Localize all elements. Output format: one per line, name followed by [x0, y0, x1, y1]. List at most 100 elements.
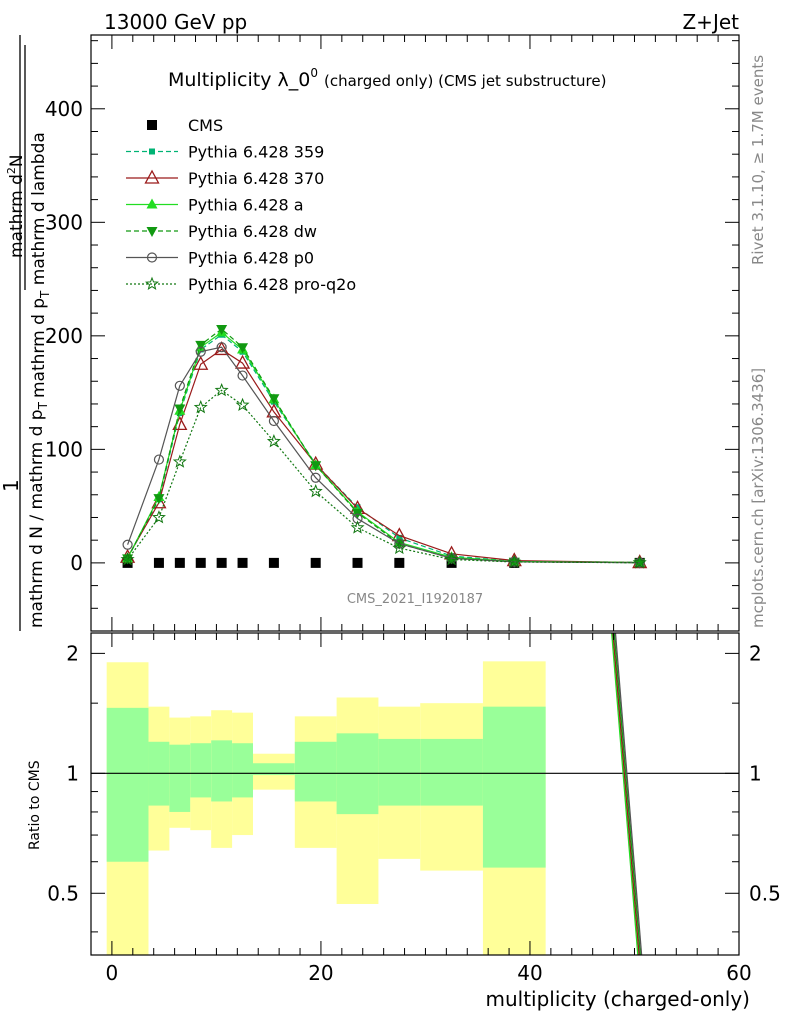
data-point	[352, 557, 363, 568]
ratio-line	[613, 632, 641, 956]
green-band	[169, 744, 191, 812]
ratio-y-tick-label: 2	[66, 641, 79, 665]
data-point	[193, 355, 209, 370]
data-point	[216, 342, 227, 353]
green-band	[420, 738, 483, 806]
rivet-version-label: Rivet 3.1.10, ≥ 1.7M events	[749, 55, 767, 265]
analysis-watermark: CMS_2021_I1920187	[347, 592, 483, 607]
ratio-plot-panel: 0.5 0.51 12 20 20 40 60 Ratio to CMS multiplic…	[27, 632, 781, 1011]
data-point	[216, 325, 228, 336]
data-point	[308, 484, 323, 498]
ratio-line	[612, 632, 640, 956]
legend-entry: CMS	[147, 116, 223, 135]
legend-marker	[149, 148, 155, 155]
header-right-label: Z+Jet	[682, 10, 739, 34]
data-point	[352, 513, 363, 524]
x-tick-label: 0	[106, 961, 119, 985]
data-point	[195, 340, 207, 351]
x-tick-label: 60	[726, 961, 751, 985]
legend-label: Pythia 6.428 p0	[188, 249, 314, 268]
svg-text:mathrm d2N: mathrm d2N	[5, 154, 27, 258]
legend-label: Pythia 6.428 pro-q2o	[188, 275, 356, 294]
mcplots-source-label: mcplots.cern.ch [arXiv:1306.3436]	[749, 368, 767, 628]
green-band	[253, 763, 295, 776]
data-point	[234, 354, 251, 369]
main-plot-panel: 0 100 200 300 400 CMS_2021_I1920187 Multipli…	[45, 34, 740, 632]
y-label-derivative-numerator-tail: N	[7, 154, 27, 167]
chart-title: Multiplicity λ_00 (charged only) (CMS jet…	[168, 66, 606, 91]
legend-entry: Pythia 6.428 dw	[126, 222, 317, 241]
legend-marker	[146, 198, 158, 209]
data-point	[266, 434, 281, 448]
ratio-series-lines	[611, 632, 643, 956]
data-point	[634, 557, 645, 568]
green-band	[294, 741, 337, 802]
data-point	[235, 397, 250, 412]
main-series-layer	[119, 325, 648, 569]
series-0	[122, 557, 645, 568]
legend-entry: Pythia 6.428 a	[126, 196, 304, 215]
svg-text:mathrm d N / mathrm d pT: mathrm d N / mathrm d pT	[27, 401, 50, 628]
x-tick-label: 20	[308, 961, 333, 985]
data-point	[216, 557, 227, 568]
data-point	[195, 346, 206, 357]
data-point	[268, 557, 279, 568]
ratio-axis-ticks: 0.5 0.51 12 20 20 40 60	[47, 633, 781, 985]
data-point	[310, 461, 322, 472]
legend-entry: Pythia 6.428 359	[126, 143, 324, 162]
data-point	[310, 472, 321, 483]
data-point	[174, 380, 185, 391]
chart-title-main: Multiplicity λ_0	[168, 69, 310, 91]
data-point	[153, 557, 164, 568]
ratio-y-tick-label-right: 2	[749, 641, 762, 665]
y-tick-label: 0	[70, 551, 83, 575]
data-point	[507, 554, 522, 568]
data-point	[268, 394, 280, 405]
series-3	[122, 326, 646, 567]
ratio-y-axis-label: Ratio to CMS	[27, 760, 43, 850]
ratio-y-tick-label-right: 0.5	[749, 881, 781, 905]
svg-text:mathrm d pT mathrm d lambda: mathrm d pT mathrm d lambda	[29, 132, 52, 398]
legend-marker	[144, 169, 160, 184]
data-point	[632, 555, 647, 569]
legend-entry: Pythia 6.428 370	[126, 169, 324, 188]
y-tick-label: 200	[45, 324, 83, 348]
y-label-derivative-denominator-sub: T	[38, 290, 52, 299]
y-tick-label: 300	[45, 210, 83, 234]
data-point	[237, 557, 248, 568]
legend-marker	[144, 276, 160, 290]
data-point	[195, 557, 206, 568]
y-label-derivative-denominator-tail: mathrm d lambda	[29, 132, 49, 290]
data-point	[174, 404, 186, 415]
data-point	[444, 552, 459, 566]
y-label-fraction-denominator-sub: T	[36, 401, 50, 410]
chart-title-suffix: (charged only) (CMS jet substructure)	[324, 72, 606, 90]
x-tick-label: 40	[517, 961, 542, 985]
ratio-uncertainty-bands	[91, 661, 739, 955]
legend-label: CMS	[188, 116, 223, 135]
main-y-axis-label: 1 mathrm d N / mathrm d pT mathrm d2N ma…	[0, 35, 52, 631]
ratio-y-tick-label-right: 1	[749, 761, 762, 785]
y-label-fraction-numerator: 1	[0, 479, 23, 492]
legend-entry: Pythia 6.428 pro-q2o	[126, 275, 356, 294]
data-point	[394, 557, 405, 568]
legend-marker	[147, 120, 157, 130]
x-axis-label: multiplicity (charged-only)	[485, 987, 750, 1011]
legend-marker	[146, 252, 158, 263]
y-label-fraction-denominator: mathrm d N / mathrm d p	[27, 409, 47, 628]
ratio-plot-frame	[90, 632, 740, 956]
legend-label: Pythia 6.428 359	[188, 143, 324, 162]
green-band	[106, 707, 149, 862]
data-point	[151, 510, 166, 524]
data-point	[634, 558, 646, 569]
y-label-derivative-numerator: mathrm d	[7, 174, 27, 258]
data-point	[237, 370, 248, 381]
y-label-derivative-numerator-sup: 2	[5, 167, 18, 174]
data-point	[310, 557, 321, 568]
data-point	[172, 454, 187, 468]
green-band	[378, 738, 421, 806]
chart-title-superscript: 0	[310, 66, 318, 80]
green-band	[482, 706, 546, 868]
green-band	[232, 743, 253, 798]
